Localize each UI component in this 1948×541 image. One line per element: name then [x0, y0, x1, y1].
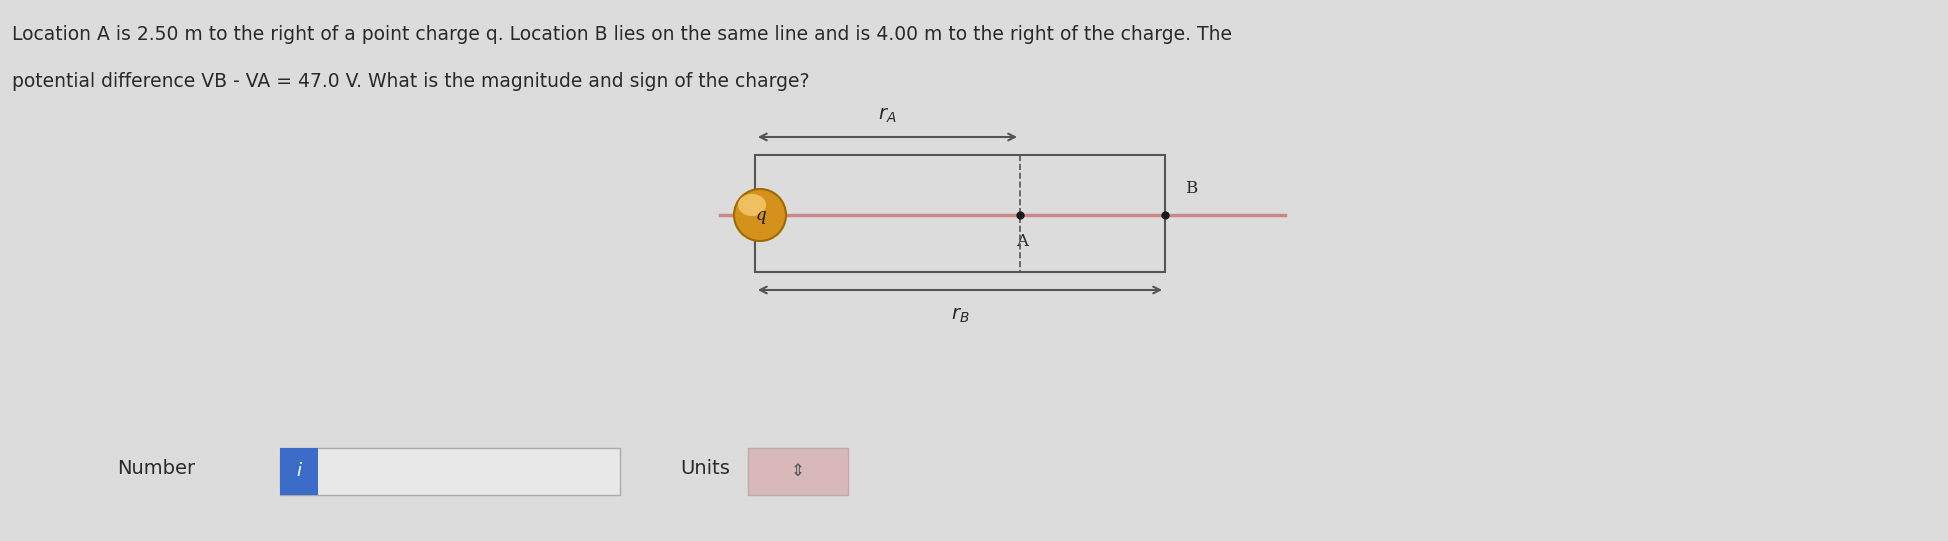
Text: B: B — [1184, 180, 1198, 197]
Text: Units: Units — [680, 459, 730, 478]
Text: ⇕: ⇕ — [791, 463, 805, 480]
Text: Location A is 2.50 m to the right of a point charge q. Location B lies on the sa: Location A is 2.50 m to the right of a p… — [12, 25, 1231, 44]
Text: A: A — [1017, 233, 1029, 250]
Bar — [748, 448, 847, 495]
Text: potential difference VB - VA = 47.0 V. What is the magnitude and sign of the cha: potential difference VB - VA = 47.0 V. W… — [12, 72, 810, 91]
Ellipse shape — [734, 189, 785, 241]
Text: $r_B$: $r_B$ — [951, 306, 970, 325]
Text: q: q — [756, 208, 766, 225]
Text: $r_A$: $r_A$ — [879, 106, 896, 125]
Text: Number: Number — [117, 459, 195, 478]
Bar — [281, 448, 318, 495]
Bar — [281, 448, 619, 495]
Text: i: i — [296, 463, 302, 480]
Ellipse shape — [738, 194, 766, 216]
Bar — [756, 155, 1165, 272]
